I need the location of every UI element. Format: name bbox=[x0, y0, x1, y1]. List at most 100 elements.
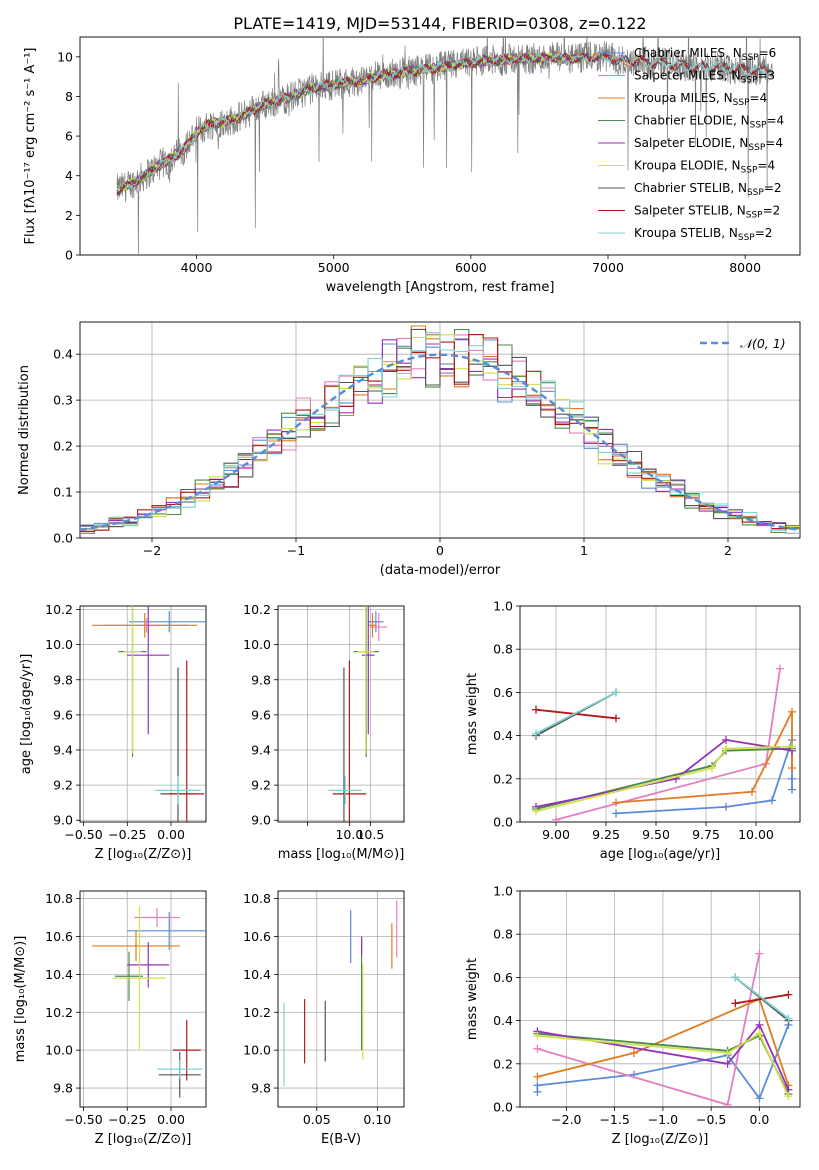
legend-label-sub: SSP bbox=[748, 143, 765, 153]
x-tick-label: −0.50 bbox=[64, 827, 102, 842]
x-tick-label: 5000 bbox=[318, 260, 350, 275]
x-tick-label: 10.5 bbox=[356, 827, 384, 842]
y-tick-label: 10.6 bbox=[243, 929, 271, 944]
legend-label-text: Kroupa STELIB, N bbox=[634, 226, 738, 240]
mass-vs-z-axes: −0.50 −0.25 0.00 9.8 10.0 10.2 10.4 10.6 10.8 Z [… bbox=[13, 890, 207, 1147]
legend-label-sub: SSP bbox=[747, 188, 764, 198]
legend-label-normal: 𝒩(0, 1) bbox=[740, 336, 786, 351]
y-tick-label: 0.8 bbox=[493, 927, 513, 942]
legend-label-chabrier_miles: Chabrier MILES, NSSP=6 bbox=[634, 46, 776, 63]
weight-vs-z-series bbox=[533, 949, 793, 1107]
x-axis-label: (data-model)/error bbox=[380, 563, 501, 578]
x-tick-label: −0.25 bbox=[108, 1112, 146, 1127]
y-tick-label: 10.0 bbox=[243, 637, 271, 652]
weight-vs-age-axes: 9.00 9.25 9.50 9.75 10.00 0.0 0.2 0.4 0.6 0.8 1.0 a… bbox=[465, 599, 801, 862]
y-tick-label: 10.0 bbox=[45, 1043, 73, 1058]
y-tick-label: 0.4 bbox=[493, 728, 513, 743]
spectrum-model-line-chabrier_elodie bbox=[116, 51, 581, 191]
x-tick-label: 8000 bbox=[729, 260, 761, 275]
y-tick-label: 10.0 bbox=[243, 1043, 271, 1058]
y-axis-label: age [log₁₀(age/yr)] bbox=[19, 654, 34, 775]
y-tick-label: 9.4 bbox=[53, 743, 73, 758]
plot-frame bbox=[519, 890, 801, 1108]
figure-title: PLATE=1419, MJD=53144, FIBERID=0308, z=0… bbox=[233, 14, 646, 33]
legend-label-chabrier_stelib: Chabrier STELIB, NSSP=2 bbox=[634, 181, 782, 198]
legend-label-text: Chabrier STELIB, N bbox=[634, 181, 747, 195]
y-tick-label: 4 bbox=[65, 168, 73, 183]
y-tick-label: 0.4 bbox=[493, 1013, 513, 1028]
legend-label-sub: SSP bbox=[733, 98, 750, 108]
y-tick-label: 10.0 bbox=[45, 637, 73, 652]
weight-line-kroupa_elodie bbox=[535, 745, 793, 813]
legend-label-text: Salpeter STELIB, N bbox=[634, 204, 746, 218]
x-tick-label: −0.50 bbox=[64, 1112, 102, 1127]
weight-line-kroupa_stelib bbox=[734, 976, 789, 1020]
x-tick-label: 0.05 bbox=[303, 1112, 331, 1127]
y-tick-label: 8 bbox=[65, 89, 73, 104]
y-tick-label: 10.4 bbox=[243, 967, 271, 982]
residual-hist-chabrier_elodie bbox=[80, 328, 800, 534]
age-vs-z-axes: −0.50 −0.25 0.00 9.0 9.2 9.4 9.6 9.8 10.0 10.2 Z [… bbox=[19, 602, 207, 862]
x-tick-label: 9.50 bbox=[642, 827, 670, 842]
y-tick-label: 10.2 bbox=[45, 1005, 73, 1020]
y-tick-label: 1.0 bbox=[493, 599, 513, 614]
y-tick-label: 10.4 bbox=[45, 967, 73, 982]
y-tick-label: 10.6 bbox=[45, 929, 73, 944]
legend-label-value: =2 bbox=[763, 204, 781, 218]
plot-frame bbox=[79, 890, 207, 1108]
legend-label-salpeter_stelib: Salpeter STELIB, NSSP=2 bbox=[634, 204, 780, 221]
x-axis-label: Z [log₁₀(Z/Z⊙)] bbox=[95, 847, 192, 862]
y-tick-label: 10.2 bbox=[243, 602, 271, 617]
y-axis-label: mass weight bbox=[465, 673, 480, 755]
age-vs-z-errorbars bbox=[92, 606, 206, 822]
legend-label-kroupa_elodie: Kroupa ELODIE, NSSP=4 bbox=[634, 159, 775, 176]
legend-label-value: =6 bbox=[759, 46, 777, 60]
legend-label-kroupa_miles: Kroupa MILES, NSSP=4 bbox=[634, 91, 767, 108]
weight-line-salpeter_stelib bbox=[535, 708, 617, 720]
y-tick-label: 10.2 bbox=[243, 1005, 271, 1020]
y-tick-label: 10.2 bbox=[45, 602, 73, 617]
legend-label-text: Chabrier ELODIE, N bbox=[634, 114, 750, 128]
residuals-axes: −2 −1 0 1 2 0.0 0.1 0.2 0.3 0.4 (data-model)/error… bbox=[17, 321, 801, 578]
legend-label-sub: SSP bbox=[741, 76, 758, 86]
legend-label-text: Kroupa MILES, N bbox=[634, 91, 733, 105]
x-axis-label: Z [log₁₀(Z/Z⊙)] bbox=[95, 1132, 192, 1147]
x-tick-label: 9.25 bbox=[592, 827, 620, 842]
spectrum-axes: 4000 5000 6000 7000 8000 0 2 4 6 8 10 wavelength [A… bbox=[23, 36, 801, 295]
x-tick-label: −2 bbox=[143, 543, 161, 558]
plot-frame bbox=[277, 890, 405, 1108]
y-tick-label: 9.8 bbox=[53, 672, 73, 687]
x-tick-label: 6000 bbox=[455, 260, 487, 275]
y-tick-label: 6 bbox=[65, 129, 73, 144]
x-tick-label: −0.5 bbox=[696, 1112, 726, 1127]
y-tick-label: 9.6 bbox=[251, 707, 271, 722]
legend-label-value: =3 bbox=[757, 69, 775, 83]
y-axis-label: Normed distribution bbox=[17, 365, 32, 495]
normal-curve bbox=[80, 353, 800, 532]
weight-vs-z-axes: −2.0 −1.5 −1.0 −0.5 0.0 0.0 0.2 0.4 0.6 0.8 1.0 Z [… bbox=[465, 884, 801, 1147]
legend-label-value: =4 bbox=[750, 91, 768, 105]
x-tick-label: −2.0 bbox=[551, 1112, 581, 1127]
y-tick-label: 2 bbox=[65, 208, 73, 223]
y-tick-label: 0.0 bbox=[493, 815, 513, 830]
legend-label-chabrier_elodie: Chabrier ELODIE, NSSP=4 bbox=[634, 114, 784, 131]
spectrum-model-line-kroupa_stelib bbox=[116, 50, 773, 193]
y-tick-label: 0.2 bbox=[493, 771, 513, 786]
spectrum-model-line-kroupa_elodie bbox=[116, 51, 581, 194]
legend-label-value: =2 bbox=[764, 181, 782, 195]
spectrum-lines bbox=[116, 37, 773, 255]
legend-label-salpeter_elodie: Salpeter ELODIE, NSSP=4 bbox=[634, 136, 783, 153]
x-axis-label: E(B-V) bbox=[321, 1132, 361, 1147]
residual-hist-chabrier_stelib bbox=[80, 328, 800, 529]
x-tick-label: 4000 bbox=[181, 260, 213, 275]
y-tick-label: 0.6 bbox=[493, 970, 513, 985]
y-tick-label: 10 bbox=[57, 49, 73, 64]
legend-label-sub: SSP bbox=[746, 211, 763, 221]
y-tick-label: 9.0 bbox=[53, 813, 73, 828]
y-tick-label: 9.8 bbox=[251, 672, 271, 687]
plot-frame bbox=[79, 605, 207, 823]
y-axis-label: mass [log₁₀(M/M⊙)] bbox=[13, 936, 28, 1063]
x-tick-label: 0.10 bbox=[363, 1112, 391, 1127]
